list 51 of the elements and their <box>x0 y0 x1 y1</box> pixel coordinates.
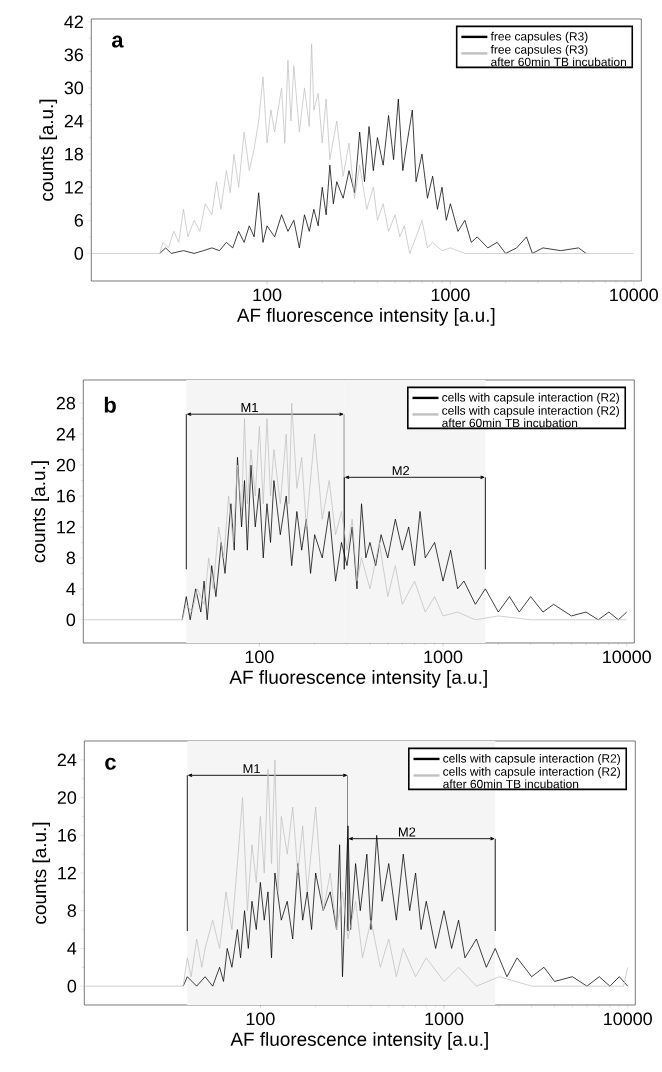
y-tick-label: 8 <box>67 904 77 918</box>
x-tick-label: 100 <box>245 650 274 664</box>
legend-label: cells with capsule interaction (R2) <box>443 753 620 766</box>
annotation: c <box>105 757 116 770</box>
x-tick-label: 100 <box>253 288 282 302</box>
x-tick-label: 10000 <box>604 1012 652 1026</box>
y-tick-label: 30 <box>64 81 84 95</box>
legend-label: cells with capsule interaction (R2) after 60min TB incubation <box>442 405 619 428</box>
y-tick-label: 16 <box>58 828 77 842</box>
y-tick-label: 12 <box>65 180 83 194</box>
y-tick-label: 24 <box>64 114 84 128</box>
band-label: M1 <box>241 403 258 412</box>
x-tick-label: 1000 <box>431 288 470 302</box>
band-label: M2 <box>392 466 410 476</box>
x-axis-title: AF fluorescence intensity [a.u.] <box>229 670 487 688</box>
y-tick-label: 16 <box>57 489 76 503</box>
y-tick-label: 28 <box>56 396 76 410</box>
y-tick-label: 36 <box>64 48 84 62</box>
legend-label: cells with capsule interaction (R2) <box>442 392 619 404</box>
y-tick-label: 24 <box>56 427 76 441</box>
x-axis-title: AF fluorescence intensity [a.u.] <box>236 308 495 326</box>
x-tick-label: 10000 <box>610 288 658 302</box>
x-tick-label: 10000 <box>603 650 651 664</box>
y-tick-label: 42 <box>64 15 83 29</box>
y-tick-label: 6 <box>74 213 84 227</box>
y-tick-label: 20 <box>57 791 77 804</box>
annotation: b <box>104 396 116 413</box>
y-tick-label: 8 <box>66 551 76 565</box>
legend-label: free capsules (R3) after 60min TB incubation <box>490 44 627 67</box>
y-tick-label: 20 <box>56 458 76 472</box>
y-axis-title: counts [a.u.] <box>39 99 58 201</box>
y-tick-label: 0 <box>66 613 76 627</box>
y-tick-label: 4 <box>67 942 77 955</box>
band-label: M1 <box>243 764 260 774</box>
y-axis-title: counts [a.u.] <box>32 822 51 924</box>
y-tick-label: 4 <box>66 582 76 596</box>
y-tick-label: 12 <box>58 866 76 880</box>
y-tick-label: 24 <box>57 753 77 767</box>
legend-label: free capsules (R3) <box>490 31 588 43</box>
band-label: M2 <box>398 827 416 837</box>
x-axis-title: AF fluorescence intensity [a.u.] <box>230 1032 488 1050</box>
legend-label: cells with capsule interaction (R2) after 60min TB incubation <box>443 767 620 789</box>
y-tick-label: 18 <box>65 147 84 161</box>
x-tick-label: 1000 <box>425 1012 464 1026</box>
y-tick-label: 0 <box>67 979 77 993</box>
y-tick-label: 0 <box>74 247 84 260</box>
x-tick-label: 100 <box>246 1012 275 1026</box>
y-axis-title: counts [a.u.] <box>31 461 50 563</box>
y-tick-label: 12 <box>57 520 75 534</box>
annotation: a <box>111 35 124 48</box>
x-tick-label: 1000 <box>424 650 463 664</box>
